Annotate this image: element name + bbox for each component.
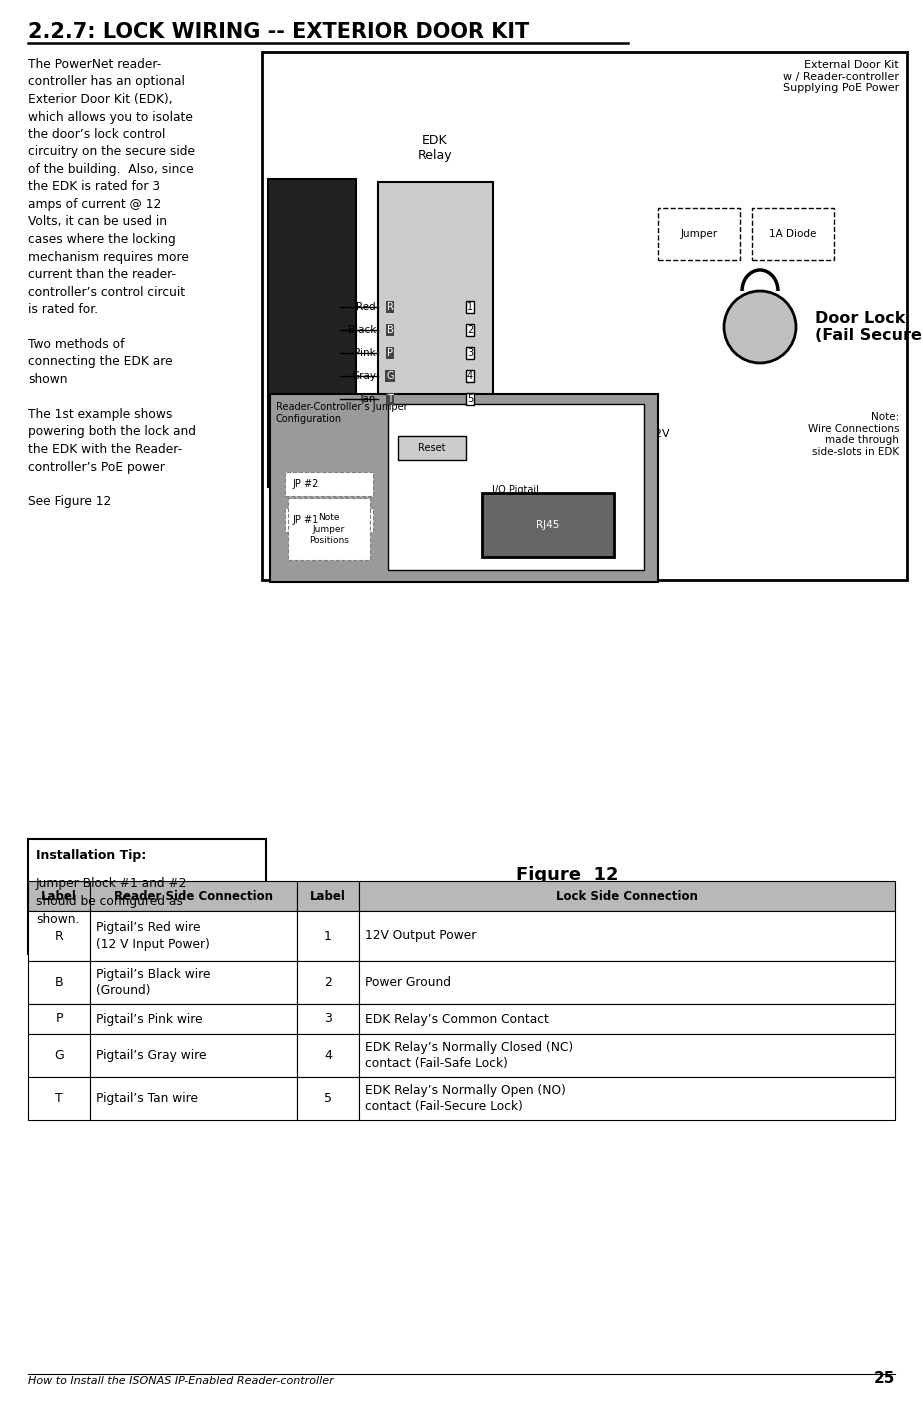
Bar	[270, 395, 658, 583]
Circle shape	[724, 291, 796, 363]
Text: B: B	[387, 325, 393, 335]
Bar	[297, 962, 359, 1004]
Bar	[285, 472, 373, 496]
Bar	[90, 1077, 297, 1120]
Text: Pigtail’s Black wire
(Ground): Pigtail’s Black wire (Ground)	[96, 967, 211, 997]
Text: Reset: Reset	[418, 443, 446, 452]
Bar	[90, 911, 297, 962]
Text: 5: 5	[467, 395, 473, 404]
Bar	[359, 1077, 895, 1120]
Text: JP #1: JP #1	[292, 515, 318, 525]
Bar	[398, 436, 466, 460]
Text: R: R	[387, 303, 393, 312]
Text: 12V Output Power: 12V Output Power	[366, 929, 476, 943]
Text: Note
Jumper
Positions: Note Jumper Positions	[309, 513, 349, 544]
Text: EDK Relay’s Normally Closed (NC)
contact (Fail-Safe Lock): EDK Relay’s Normally Closed (NC) contact…	[366, 1041, 573, 1070]
Text: 2: 2	[324, 976, 332, 988]
Bar	[285, 508, 373, 532]
Bar	[359, 962, 895, 1004]
Bar	[268, 180, 356, 486]
Text: G: G	[386, 370, 394, 380]
Bar	[28, 911, 90, 962]
Bar	[28, 1034, 90, 1077]
Text: R: R	[54, 929, 64, 943]
Text: Pigtail’s Gray wire: Pigtail’s Gray wire	[96, 1049, 207, 1062]
Bar	[297, 1034, 359, 1077]
Text: Pigtail’s Pink wire: Pigtail’s Pink wire	[96, 1012, 203, 1025]
Text: P: P	[387, 348, 393, 358]
Text: 1: 1	[467, 303, 473, 312]
Bar	[359, 911, 895, 962]
Bar	[90, 1034, 297, 1077]
Bar	[297, 1004, 359, 1034]
Text: Jumper Block #1 and #2
should be configured as
shown.: Jumper Block #1 and #2 should be configu…	[36, 877, 187, 926]
Text: + 12V: + 12V	[635, 428, 669, 438]
Bar	[28, 962, 90, 1004]
Bar	[359, 1004, 895, 1034]
Text: Black: Black	[348, 325, 376, 335]
Bar	[262, 52, 907, 580]
Text: EDK
Relay: EDK Relay	[418, 134, 452, 163]
Text: External Door Kit
w / Reader-controller
Supplying PoE Power: External Door Kit w / Reader-controller …	[783, 59, 899, 93]
Text: Pigtail’s Red wire
(12 V Input Power): Pigtail’s Red wire (12 V Input Power)	[96, 922, 210, 950]
Text: Reader Side Connection: Reader Side Connection	[114, 889, 273, 902]
Text: 1: 1	[324, 929, 332, 943]
Text: Pink: Pink	[354, 348, 376, 358]
Text: EDK Relay’s Common Contact: EDK Relay’s Common Contact	[366, 1012, 549, 1025]
Bar	[359, 1034, 895, 1077]
Bar	[359, 881, 895, 911]
Bar	[28, 1004, 90, 1034]
Text: The PowerNet reader-
controller has an optional
Exterior Door Kit (EDK),
which a: The PowerNet reader- controller has an o…	[28, 58, 196, 509]
Text: Label: Label	[310, 889, 346, 902]
Bar	[297, 1077, 359, 1120]
Text: T: T	[387, 395, 393, 404]
Text: Figure  12: Figure 12	[516, 865, 619, 884]
Text: 4: 4	[324, 1049, 332, 1062]
Text: 25: 25	[874, 1372, 895, 1386]
Text: Power Ground: Power Ground	[366, 976, 451, 988]
Text: RJ45: RJ45	[536, 520, 559, 530]
Text: How to Install the ISONAS IP-Enabled Reader-controller: How to Install the ISONAS IP-Enabled Rea…	[28, 1376, 334, 1386]
Bar	[28, 881, 90, 911]
Text: 3: 3	[324, 1012, 332, 1025]
Text: 4: 4	[467, 370, 473, 380]
Bar	[297, 881, 359, 911]
Bar	[28, 839, 266, 954]
Text: Jumper: Jumper	[680, 229, 717, 239]
Text: JP #2: JP #2	[292, 479, 318, 489]
Text: 2: 2	[467, 325, 473, 335]
Text: 3: 3	[467, 348, 473, 358]
Bar	[658, 208, 740, 260]
Text: Door Lock
(Fail Secure): Door Lock (Fail Secure)	[815, 311, 923, 344]
Bar	[378, 182, 493, 420]
Text: Label: Label	[42, 889, 78, 902]
Bar	[482, 493, 614, 557]
Bar	[90, 1004, 297, 1034]
Bar	[388, 404, 644, 570]
Bar	[90, 962, 297, 1004]
Text: Pigtail’s Tan wire: Pigtail’s Tan wire	[96, 1092, 198, 1104]
Text: G: G	[54, 1049, 64, 1062]
Text: Tan: Tan	[358, 395, 376, 404]
Text: P: P	[55, 1012, 63, 1025]
Text: EDK Relay’s Normally Open (NO)
contact (Fail-Secure Lock): EDK Relay’s Normally Open (NO) contact (…	[366, 1083, 566, 1113]
Text: Red: Red	[356, 303, 376, 312]
Text: Installation Tip:: Installation Tip:	[36, 848, 146, 863]
Text: Reader-Controller’s Jumper
Configuration: Reader-Controller’s Jumper Configuration	[276, 402, 408, 424]
Text: 5: 5	[324, 1092, 332, 1104]
Text: T: T	[55, 1092, 63, 1104]
Text: 1A Diode: 1A Diode	[769, 229, 817, 239]
Text: B: B	[54, 976, 64, 988]
Bar	[90, 881, 297, 911]
Text: Note:
Wire Connections
made through
side-slots in EDK: Note: Wire Connections made through side…	[808, 411, 899, 457]
Bar	[288, 498, 370, 560]
Text: I/O Pigtail: I/O Pigtail	[492, 485, 538, 495]
Text: 2.2.7: LOCK WIRING -- EXTERIOR DOOR KIT: 2.2.7: LOCK WIRING -- EXTERIOR DOOR KIT	[28, 23, 529, 42]
Text: Gray: Gray	[351, 370, 376, 380]
Text: Lock Side Connection: Lock Side Connection	[557, 889, 698, 902]
Bar	[297, 911, 359, 962]
Bar	[752, 208, 834, 260]
Bar	[28, 1077, 90, 1120]
